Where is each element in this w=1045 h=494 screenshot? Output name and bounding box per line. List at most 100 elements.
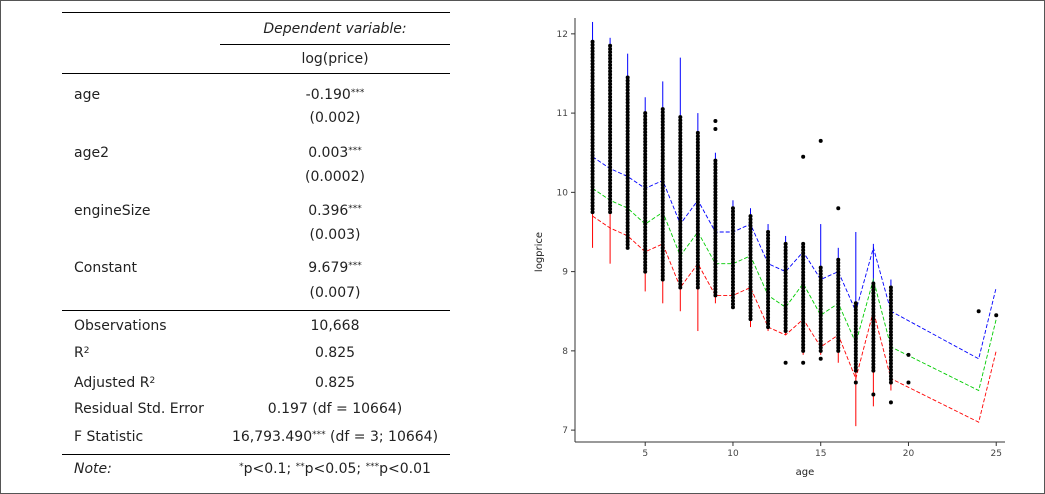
data-point <box>590 112 595 117</box>
se-row-age2: (0.0002) <box>62 166 450 188</box>
data-point <box>766 325 771 330</box>
data-point <box>660 201 665 206</box>
data-point <box>836 279 841 284</box>
data-point <box>625 88 630 93</box>
data-point <box>678 266 683 271</box>
data-point <box>678 250 683 255</box>
data-point <box>713 224 718 229</box>
data-point <box>748 230 753 235</box>
data-point <box>590 194 595 199</box>
data-point <box>678 121 683 126</box>
data-point <box>590 150 595 155</box>
data-point <box>853 314 858 319</box>
data-point <box>888 400 893 405</box>
data-point <box>748 236 753 241</box>
data-point <box>643 222 648 227</box>
data-point <box>608 120 613 125</box>
data-point <box>590 169 595 174</box>
data-point <box>818 278 823 283</box>
data-point <box>713 236 718 241</box>
data-point <box>590 87 595 92</box>
data-point <box>678 269 683 274</box>
data-point <box>660 113 665 118</box>
data-point <box>766 283 771 288</box>
data-point <box>888 364 893 369</box>
data-point <box>590 140 595 145</box>
data-point <box>608 178 613 183</box>
data-point <box>766 312 771 317</box>
data-point <box>625 214 630 219</box>
note-rule <box>62 454 450 455</box>
data-point <box>871 317 876 322</box>
data-point <box>660 179 665 184</box>
data-point <box>818 275 823 280</box>
model-header: log(price) <box>301 51 369 67</box>
y-tick-label: 10 <box>557 188 569 198</box>
data-point <box>871 320 876 325</box>
data-point <box>871 313 876 318</box>
data-point <box>660 173 665 178</box>
data-point <box>590 143 595 148</box>
data-point <box>643 203 648 208</box>
data-point <box>608 56 613 61</box>
data-point <box>625 242 630 247</box>
data-point <box>713 186 718 191</box>
data-point <box>836 292 841 297</box>
data-point <box>801 263 806 268</box>
data-point <box>836 326 841 331</box>
data-point <box>871 300 876 305</box>
data-point <box>608 149 613 154</box>
data-point <box>660 258 665 263</box>
y-tick-label: 8 <box>562 347 568 357</box>
data-point <box>730 282 735 287</box>
data-point <box>801 298 806 303</box>
data-point <box>695 234 700 239</box>
data-point <box>590 153 595 158</box>
data-point <box>748 233 753 238</box>
data-point <box>783 316 788 321</box>
data-point <box>748 239 753 244</box>
data-point <box>730 302 735 307</box>
data-point <box>818 320 823 325</box>
data-point <box>660 227 665 232</box>
data-point <box>853 362 858 367</box>
data-point <box>730 228 735 233</box>
data-point <box>695 200 700 205</box>
data-point <box>643 164 648 169</box>
data-point <box>660 163 665 168</box>
data-point <box>713 126 718 131</box>
data-point <box>608 94 613 99</box>
data-point <box>713 193 718 198</box>
data-point <box>713 287 718 292</box>
data-point <box>713 119 718 124</box>
data-point <box>695 168 700 173</box>
se-row-age: (0.002) <box>62 107 450 129</box>
data-point <box>660 198 665 203</box>
data-point <box>871 333 876 338</box>
data-point <box>643 206 648 211</box>
data-point <box>766 299 771 304</box>
data-point <box>818 316 823 321</box>
data-point <box>678 140 683 145</box>
data-point <box>713 233 718 238</box>
data-point <box>660 233 665 238</box>
series-line <box>592 156 997 360</box>
data-point <box>748 278 753 283</box>
data-point <box>608 184 613 189</box>
data-point <box>766 258 771 263</box>
data-point <box>643 199 648 204</box>
data-point <box>871 339 876 344</box>
data-point <box>783 303 788 308</box>
data-point <box>871 346 876 351</box>
coef-row-age: age -0.190*** <box>62 84 450 106</box>
data-point <box>888 317 893 322</box>
data-point <box>818 288 823 293</box>
data-point <box>625 75 630 80</box>
data-point <box>695 282 700 287</box>
data-point <box>836 345 841 350</box>
stat-row-fstat: F Statistic 16,793.490*** (df = 3; 10664… <box>62 426 450 448</box>
data-point <box>836 308 841 313</box>
data-point <box>853 333 858 338</box>
data-point <box>783 264 788 269</box>
data-point <box>713 262 718 267</box>
